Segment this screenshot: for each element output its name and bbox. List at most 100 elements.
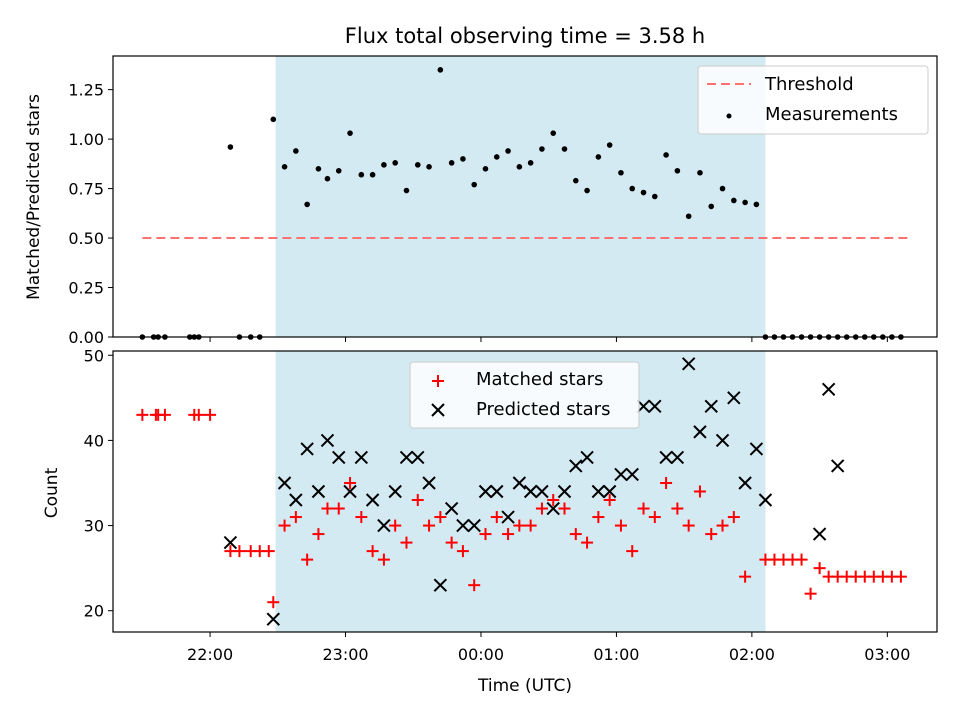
measurement-point [448, 160, 455, 166]
predicted-star-point [546, 501, 560, 516]
predicted-star-point [277, 476, 292, 490]
matched-star-point [804, 587, 817, 600]
matched-star-point [278, 519, 291, 532]
matched-star-point [716, 519, 729, 532]
measurement-point [227, 144, 234, 150]
predicted-star-point [223, 535, 238, 550]
measurement-point [561, 146, 568, 152]
matched-star-point [739, 570, 752, 583]
measurement-point [293, 148, 299, 154]
legend-threshold-label: Threshold [764, 74, 854, 95]
measurement-point [403, 187, 410, 194]
measurement-point [505, 148, 511, 154]
measurement-point [719, 185, 726, 192]
x-axis-label: Time (UTC) [477, 676, 572, 696]
measurement-point [281, 164, 288, 170]
matched-star-point [301, 553, 314, 566]
predicted-star-point [580, 450, 594, 465]
matched-star-point [204, 408, 217, 421]
measurement-point [618, 169, 624, 176]
measurement-point [539, 146, 545, 152]
measurement-point [731, 197, 737, 204]
bottom-y-tick-label: 20 [84, 602, 104, 621]
matched-star-point [581, 536, 594, 549]
top-x-ticks [209, 337, 888, 342]
measurement-point [516, 164, 523, 170]
matched-star-point [233, 545, 246, 558]
measurement-point [315, 165, 322, 172]
matched-star-point [344, 476, 357, 489]
predicted-star-point [614, 467, 628, 482]
predicted-star-point [490, 484, 504, 499]
x-tick-label: 03:00 [864, 645, 910, 664]
measurement-point [414, 162, 421, 168]
legend-measurements-label: Measurements [765, 104, 898, 125]
measurement-point [437, 67, 444, 73]
top-panel-shaded-span [275, 56, 766, 337]
x-tick-label: 02:00 [729, 645, 775, 664]
measurement-point [270, 116, 277, 123]
predicted-star-point [625, 467, 639, 482]
predicted-star-point [300, 442, 314, 456]
legend-predicted-swatch [431, 403, 445, 417]
predicted-star-point [535, 484, 549, 499]
measurement-point [369, 171, 376, 178]
predicted-star-point [456, 518, 470, 533]
count-points [136, 357, 907, 626]
matched-star-point [468, 579, 481, 592]
predicted-star-point [569, 459, 583, 473]
matched-star-point [377, 553, 390, 566]
measurement-point [347, 130, 353, 136]
matched-star-point [671, 502, 684, 515]
matched-star-point [355, 511, 368, 524]
measurement-point [584, 187, 590, 194]
chart-title: Flux total observing time = 3.58 h [345, 24, 705, 48]
measurement-point [482, 165, 489, 172]
matched-star-point [592, 511, 605, 524]
bottom-y-tick-label: 40 [84, 431, 104, 450]
matched-star-point [614, 519, 627, 532]
bottom-y-axis-label: Count [42, 467, 62, 518]
measurement-point [753, 201, 760, 208]
matched-star-point [332, 502, 345, 515]
measurement-point [572, 177, 579, 184]
measurement-point [606, 142, 613, 148]
predicted-star-point [422, 476, 436, 490]
predicted-star-point [332, 450, 346, 465]
matched-star-point [400, 536, 413, 549]
legend-matched-label: Matched stars [476, 369, 603, 390]
top-y-ticks: 0.00 0.25 0.50 0.75 1.00 1.25 [68, 81, 113, 347]
predicted-star-point [602, 484, 617, 499]
matched-star-point [502, 528, 515, 541]
measurement-point [652, 193, 658, 200]
measurement-point [358, 171, 365, 178]
measurement-point [471, 181, 478, 188]
measurement-point [550, 130, 557, 136]
predicted-star-point [478, 484, 493, 499]
top-y-tick-label: 0.50 [68, 229, 104, 248]
matched-star-point [535, 502, 548, 515]
matched-star-point [312, 528, 325, 541]
x-tick-label: 23:00 [322, 645, 368, 664]
measurement-point [493, 154, 500, 160]
predicted-star-point [681, 357, 696, 371]
predicted-star-point [320, 433, 335, 448]
predicted-star-point [830, 459, 845, 473]
predicted-star-point [377, 518, 391, 533]
predicted-star-point [365, 493, 380, 507]
predicted-star-point [812, 527, 827, 541]
measurement-point [595, 154, 602, 160]
measurement-point [674, 167, 681, 174]
predicted-star-point [311, 484, 326, 499]
matched-star-point [267, 596, 280, 609]
predicted-star-point [399, 450, 414, 465]
matched-star-point [558, 502, 571, 515]
predicted-star-point [388, 484, 402, 499]
matched-star-point [603, 494, 616, 507]
predicted-star-point [636, 399, 651, 414]
predicted-star-point [343, 484, 357, 499]
measurement-point [640, 189, 647, 196]
top-legend-box [697, 65, 929, 135]
